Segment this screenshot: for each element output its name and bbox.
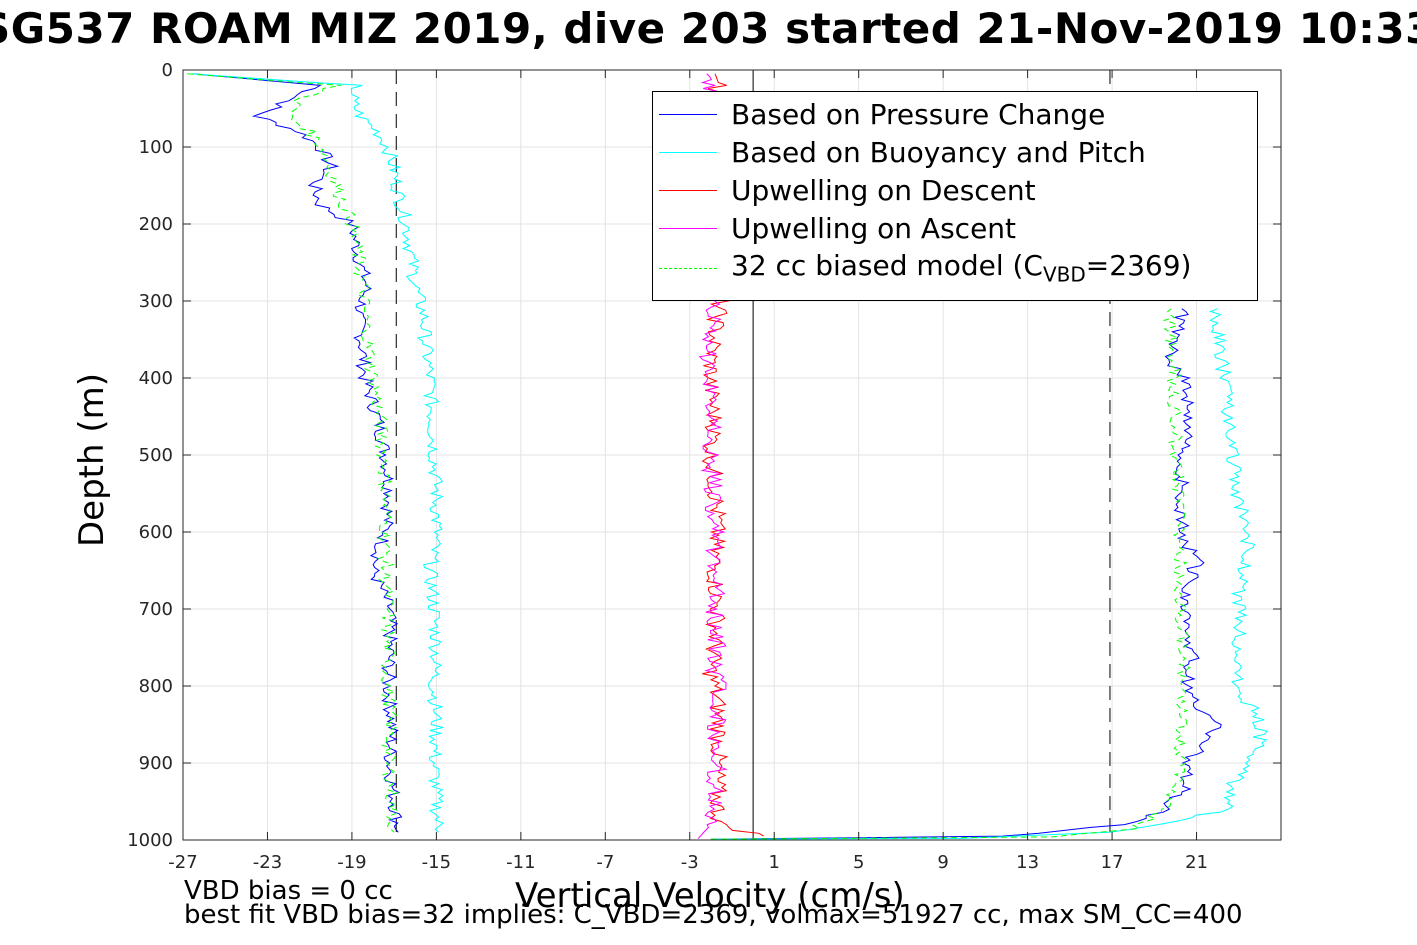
series-line: [187, 73, 400, 833]
y-tick-label: 1000: [127, 830, 173, 851]
legend-swatch: [659, 113, 717, 115]
x-tick-label: 17: [1101, 852, 1124, 873]
x-tick-label: -7: [596, 852, 614, 873]
legend-item-pressure-change: Based on Pressure Change: [659, 96, 1105, 132]
x-axis-ticks: -27 -23 -19 -15 -11 -7 -3 1 5 9 13 17 21: [168, 70, 1208, 873]
y-tick-label: 100: [139, 137, 173, 158]
legend-item-biased-model: 32 cc biased model (CVBD=2369): [659, 249, 1192, 287]
legend-label: Based on Buoyancy and Pitch: [731, 135, 1146, 169]
series-line: [710, 308, 1222, 840]
y-tick-label: 200: [139, 214, 173, 235]
legend-swatch: [659, 151, 717, 153]
y-tick-label: 600: [139, 522, 173, 543]
x-tick-label: 21: [1185, 852, 1208, 873]
x-axis-label: Vertical Velocity (cm/s): [515, 876, 905, 916]
x-tick-label: -11: [506, 852, 535, 873]
x-tick-label: -23: [253, 852, 282, 873]
y-tick-label: 500: [139, 445, 173, 466]
series-line: [191, 73, 445, 833]
legend-label: Upwelling on Descent: [731, 173, 1036, 207]
x-tick-label: -19: [337, 852, 366, 873]
x-tick-label: -15: [422, 852, 451, 873]
chart-title: SG537 ROAM MIZ 2019, dive 203 started 21…: [0, 4, 1417, 53]
y-tick-label: 900: [139, 753, 173, 774]
x-tick-label: -27: [168, 852, 197, 873]
x-tick-label: -3: [681, 852, 699, 873]
legend-label: 32 cc biased model (CVBD=2369): [731, 249, 1192, 287]
y-tick-label: 800: [139, 676, 173, 697]
legend-swatch: [659, 189, 717, 191]
series-line: [710, 308, 1191, 840]
legend: Based on Pressure Change Based on Buoyan…: [652, 91, 1258, 301]
legend-item-upwelling-descent: Upwelling on Descent: [659, 172, 1036, 208]
y-axis-label: Depth (m): [72, 372, 112, 548]
x-tick-label: 13: [1016, 852, 1039, 873]
y-tick-label: 300: [139, 291, 173, 312]
series-line: [193, 73, 403, 833]
y-tick-label: 400: [139, 368, 173, 389]
y-tick-label: 0: [162, 60, 173, 81]
vbd-bias-note: VBD bias = 0 cc: [184, 876, 393, 906]
x-tick-label: 9: [937, 852, 948, 873]
legend-item-upwelling-ascent: Upwelling on Ascent: [659, 210, 1016, 246]
x-tick-label: 1: [769, 852, 780, 873]
legend-swatch: [659, 267, 717, 269]
best-fit-note: best fit VBD bias=32 implies: C_VBD=2369…: [184, 900, 1243, 930]
legend-label: Based on Pressure Change: [731, 97, 1106, 131]
y-axis-ticks: 0 100 200 300 400 500 600 700 800 900 1000: [127, 60, 1281, 851]
legend-label: Upwelling on Ascent: [731, 211, 1017, 245]
legend-item-buoyancy-pitch: Based on Buoyancy and Pitch: [659, 134, 1146, 170]
series-line: [710, 308, 1268, 840]
x-tick-label: 5: [853, 852, 864, 873]
legend-swatch: [659, 227, 717, 229]
y-tick-label: 700: [139, 599, 173, 620]
